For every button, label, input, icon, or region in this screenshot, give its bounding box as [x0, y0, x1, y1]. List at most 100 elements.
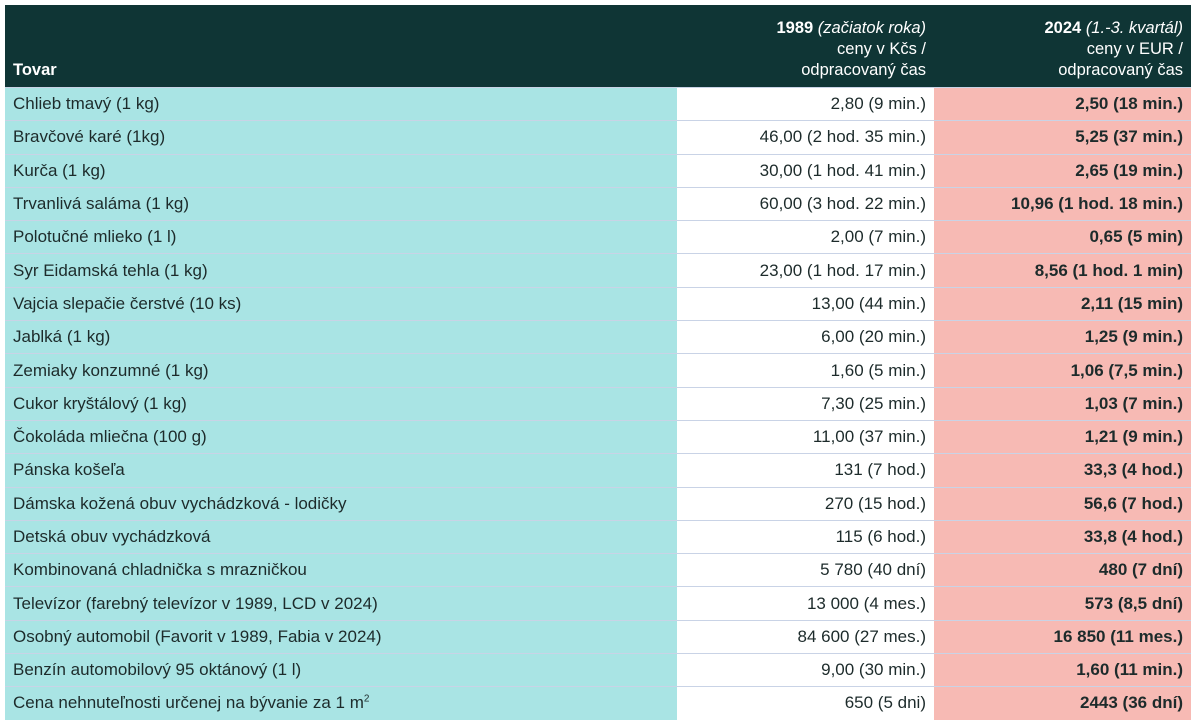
item: Benzín automobilový 95 oktánový (1 l): [13, 660, 302, 680]
price-2024: 33,3 (4 hod.): [934, 453, 1191, 488]
item-cell: Jablká (1 kg): [5, 320, 677, 354]
unit: odpracovaný čas: [1058, 61, 1183, 79]
item-cell: Cukor kryštálový (1 kg): [5, 386, 677, 421]
item: Detská obuv vychádzková: [13, 527, 211, 546]
row: Kombinovaná chladnička s mrazničkou 5 780…: [5, 553, 1191, 587]
row: Syr Eidamská tehla (1 kg) 23,00 (1 hod. 1…: [5, 253, 1191, 288]
item: Polotučné mlieko (1 l): [13, 227, 177, 247]
period: (1.-3. kvartál): [1085, 19, 1183, 37]
item-cell: Trvanlivá saláma (1 kg): [5, 186, 677, 221]
item-cell: Vajcia slepačie čerstvé (10 ks): [5, 286, 677, 321]
item-cell: Polotučné mlieko (1 l): [5, 220, 677, 254]
price-table: Tovar 1989 (začiatok roka) ceny v Kčs / od…: [5, 5, 1191, 720]
price-1989: 131 (7 hod.): [677, 453, 934, 488]
row: Polotučné mlieko (1 l) 2,00 (7 min.) 0,65 …: [5, 220, 1191, 254]
year: 2024: [1044, 19, 1082, 37]
unit: ceny v EUR /: [1086, 40, 1183, 58]
item-cell: Televízor (farebný televízor v 1989, LCD…: [5, 586, 677, 621]
item: Cukor kryštálový (1 kg): [13, 393, 187, 413]
price-2024: 1,60 (11 min.): [934, 653, 1191, 687]
row: Cena nehnuteľnosti určenej na bývanie za…: [5, 686, 1191, 720]
item-cell: Syr Eidamská tehla (1 kg): [5, 253, 677, 288]
row: Chlieb tmavý (1 kg) 2,80 (9 min.) 2,50 (18…: [5, 86, 1191, 121]
item-cell: Kurča (1 kg): [5, 153, 677, 188]
price-2024: 2443 (36 dní): [934, 686, 1191, 720]
row: Zemiaky konzumné (1 kg) 1,60 (5 min.) 1,06…: [5, 353, 1191, 388]
price-2024: 8,56 (1 hod. 1 min): [934, 253, 1191, 288]
item: Chlieb tmavý (1 kg): [13, 94, 160, 114]
price-1989: 11,00 (37 min.): [677, 419, 934, 454]
row: Dámska kožená obuv vychádzková - lodičky…: [5, 486, 1191, 521]
item-cell: Detská obuv vychádzková: [5, 519, 677, 554]
price-2024: 33,8 (4 hod.): [934, 519, 1191, 554]
price-1989: 84 600 (27 mes.): [677, 619, 934, 654]
price-1989: 13 000 (4 mes.): [677, 586, 934, 621]
period: (začiatok roka): [817, 19, 926, 37]
unit: odpracovaný čas: [801, 61, 926, 79]
item-cell: Zemiaky konzumné (1 kg): [5, 353, 677, 388]
price-1989: 5 780 (40 dní): [677, 553, 934, 587]
header-row: Tovar 1989 (začiatok roka) ceny v Kčs / od…: [5, 5, 1191, 88]
item: Cena nehnuteľnosti určenej na bývanie za…: [13, 693, 364, 713]
price-2024: 573 (8,5 dní): [934, 586, 1191, 621]
item: Zemiaky konzumné (1 kg): [13, 360, 209, 380]
price-1989: 7,30 (25 min.): [677, 386, 934, 421]
item-cell: Cena nehnuteľnosti určenej na bývanie za…: [5, 686, 677, 720]
row: Pánska košeľa 131 (7 hod.) 33,3 (4 hod.): [5, 453, 1191, 488]
unit: ceny v Kčs /: [837, 40, 926, 58]
item-cell: Dámska kožená obuv vychádzková - lodičky: [5, 486, 677, 521]
price-1989: 115 (6 hod.): [677, 519, 934, 554]
price-1989: 6,00 (20 min.): [677, 320, 934, 354]
row: Jablká (1 kg) 6,00 (20 min.) 1,25 (9 min.): [5, 320, 1191, 354]
price-2024: 480 (7 dní): [934, 553, 1191, 587]
price-1989: 270 (15 hod.): [677, 486, 934, 521]
item: Pánska košeľa: [13, 460, 125, 480]
item-cell: Čokoláda mliečna (100 g): [5, 419, 677, 454]
row: Vajcia slepačie čerstvé (10 ks) 13,00 (44…: [5, 286, 1191, 321]
price-2024: 0,65 (5 min): [934, 220, 1191, 254]
price-1989: 30,00 (1 hod. 41 min.): [677, 153, 934, 188]
price-2024: 2,50 (18 min.): [934, 86, 1191, 121]
price-1989: 23,00 (1 hod. 17 min.): [677, 253, 934, 288]
year: 1989: [776, 19, 814, 37]
item: Dámska kožená obuv vychádzková - lodičky: [13, 493, 347, 513]
row: Trvanlivá saláma (1 kg) 60,00 (3 hod. 22 …: [5, 186, 1191, 221]
item: Kurča (1 kg): [13, 160, 106, 180]
row: Bravčové karé (1kg) 46,00 (2 hod. 35 min.…: [5, 120, 1191, 155]
price-1989: 1,60 (5 min.): [677, 353, 934, 388]
row: Televízor (farebný televízor v 1989, LCD…: [5, 586, 1191, 621]
price-2024: 1,06 (7,5 min.): [934, 353, 1191, 388]
price-1989: 13,00 (44 min.): [677, 286, 934, 321]
price-1989: 2,00 (7 min.): [677, 220, 934, 254]
price-2024: 16 850 (11 mes.): [934, 619, 1191, 654]
price-2024: 10,96 (1 hod. 18 min.): [934, 186, 1191, 221]
price-1989: 650 (5 dni): [677, 686, 934, 720]
header-1989: 1989 (začiatok roka) ceny v Kčs / odpracov…: [677, 5, 934, 88]
price-2024: 5,25 (37 min.): [934, 120, 1191, 155]
item: Bravčové karé (1kg): [13, 127, 166, 147]
price-2024: 1,03 (7 min.): [934, 386, 1191, 421]
price-1989: 60,00 (3 hod. 22 min.): [677, 186, 934, 221]
item-cell: Pánska košeľa: [5, 453, 677, 488]
item: Vajcia slepačie čerstvé (10 ks): [13, 293, 242, 313]
item: Jablká (1 kg): [13, 327, 111, 347]
row: Čokoláda mliečna (100 g) 11,00 (37 min.) 1…: [5, 419, 1191, 454]
item-cell: Bravčové karé (1kg): [5, 120, 677, 155]
price-1989: 46,00 (2 hod. 35 min.): [677, 120, 934, 155]
item: Kombinovaná chladnička s mrazničkou: [13, 560, 307, 580]
item-cell: Chlieb tmavý (1 kg): [5, 86, 677, 121]
row: Osobný automobil (Favorit v 1989, Fabia …: [5, 619, 1191, 654]
row: Benzín automobilový 95 oktánový (1 l) 9,0…: [5, 653, 1191, 687]
row: Cukor kryštálový (1 kg) 7,30 (25 min.) 1,0…: [5, 386, 1191, 421]
price-2024: 1,21 (9 min.): [934, 419, 1191, 454]
price-2024: 56,6 (7 hod.): [934, 486, 1191, 521]
price-1989: 9,00 (30 min.): [677, 653, 934, 687]
superscript: 2: [363, 693, 370, 705]
header-2024: 2024 (1.-3. kvartál) ceny v EUR / odpracov…: [934, 5, 1191, 88]
header-item: Tovar: [5, 5, 677, 88]
price-1989: 2,80 (9 min.): [677, 86, 934, 121]
row: Kurča (1 kg) 30,00 (1 hod. 41 min.) 2,65 (…: [5, 153, 1191, 188]
price-2024: 1,25 (9 min.): [934, 320, 1191, 354]
item-cell: Benzín automobilový 95 oktánový (1 l): [5, 653, 677, 687]
row: Detská obuv vychádzková 115 (6 hod.) 33,8 …: [5, 519, 1191, 554]
